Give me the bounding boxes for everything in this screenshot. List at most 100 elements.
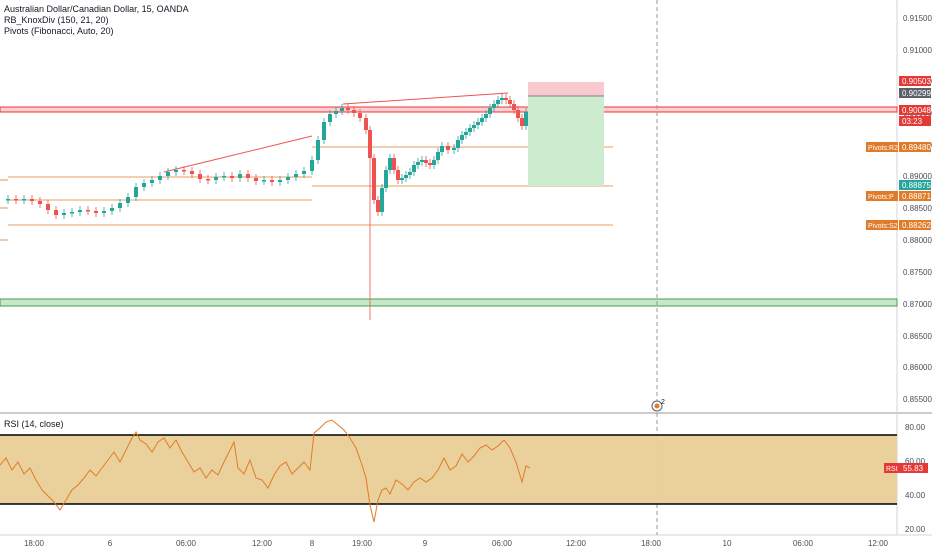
rsi-legend[interactable]: RSI (14, close) [4, 419, 64, 429]
candle-body [396, 170, 400, 180]
candle-body [368, 130, 372, 158]
time-tick-label: 12:00 [566, 539, 587, 548]
price-tick-label: 0.89000 [903, 172, 932, 181]
divergence-line-2 [342, 92, 509, 105]
time-tick-label: 19:00 [352, 539, 373, 548]
candle-body [334, 111, 338, 114]
candle-body [54, 210, 58, 215]
price-tick-label: 0.88000 [903, 236, 932, 245]
candle-body [424, 160, 428, 163]
candle-body [496, 100, 500, 104]
price-tag-value: 0.90299 [902, 89, 931, 98]
candle-body [464, 132, 468, 135]
candle-body [62, 213, 66, 215]
pivot-lines [0, 146, 613, 241]
symbol-title[interactable]: Australian Dollar/Canadian Dollar, 15, O… [4, 4, 189, 14]
candle-body [380, 188, 384, 212]
indicator-knoxdiv-label[interactable]: RB_KnoxDiv (150, 21, 20) [4, 15, 109, 25]
candle-body [14, 199, 18, 201]
candle-body [102, 211, 106, 213]
candle-body [286, 177, 290, 180]
candle-body [488, 108, 492, 114]
candle-body [166, 172, 170, 176]
candle-body [520, 118, 524, 126]
candle-body [6, 199, 10, 201]
candle-body [452, 148, 456, 150]
candle-body [174, 170, 178, 172]
indicator-pivots-label[interactable]: Pivots (Fibonacci, Auto, 20) [4, 26, 114, 36]
time-tick-label: 18:00 [24, 539, 45, 548]
candle-body [86, 210, 90, 212]
candle-body [278, 180, 282, 182]
time-tick-label: 12:00 [252, 539, 273, 548]
candle-body [376, 200, 380, 212]
time-axis[interactable]: 18:00 6 06:00 12:00 8 19:00 9 06:00 12:00 18:00 10… [24, 539, 889, 548]
candle-body [484, 114, 488, 118]
resistance-zone[interactable] [0, 106, 898, 113]
price-tag-value: 03:23 [902, 117, 923, 126]
price-tag-value: 0.90048 [902, 106, 931, 115]
candle-body [302, 171, 306, 174]
price-tick-label: 0.91000 [903, 46, 932, 55]
rsi-tick-label: 20.00 [905, 525, 926, 534]
candle-body [238, 174, 242, 178]
candle-body [468, 128, 472, 132]
event-marker[interactable]: 2 [651, 399, 665, 412]
candle-body [436, 152, 440, 160]
candle-body [110, 208, 114, 211]
candle-body [440, 146, 444, 152]
candle-body [78, 210, 82, 212]
candle-body [246, 174, 250, 178]
price-tag-value: 0.90503 [902, 77, 931, 86]
time-tick-label: 12:00 [868, 539, 889, 548]
candle-body [404, 175, 408, 178]
price-tick-label: 0.87000 [903, 300, 932, 309]
candle-body [118, 203, 122, 208]
candle-body [46, 204, 50, 210]
candle-body [364, 118, 368, 130]
support-zone[interactable] [0, 298, 898, 307]
candle-body [420, 160, 424, 162]
rsi-line[interactable] [0, 419, 531, 523]
candle-body [150, 180, 154, 183]
candle-body [480, 118, 484, 122]
candle-body [270, 180, 274, 182]
price-tick-label: 0.86500 [903, 332, 932, 341]
rsi-axis[interactable]: 80.00 60.00 40.00 20.00 [905, 423, 926, 534]
price-axis-tags: 0.90503 0.90299 0.90048 03:23 Pivots:R2 0.894… [866, 76, 931, 230]
price-tick-label: 0.88500 [903, 204, 932, 213]
candle-body [294, 174, 298, 177]
time-tick-label: 06:00 [492, 539, 513, 548]
candle-body [400, 178, 404, 180]
candle-body [416, 162, 420, 165]
candle-body [408, 172, 412, 175]
price-tick-label: 0.87500 [903, 268, 932, 277]
candle-body [134, 187, 138, 197]
target-zone [528, 96, 604, 186]
candle-body [254, 178, 258, 181]
candle-body [504, 98, 508, 100]
candle-body [158, 176, 162, 180]
stop-zone [528, 82, 604, 96]
price-tag-label: Pivots:S2 [868, 223, 898, 230]
price-axis[interactable]: 0.915000.910000.905000.900000.895000.890… [903, 14, 932, 404]
candle-body [516, 110, 520, 118]
price-tick-label: 0.86000 [903, 363, 932, 372]
candle-body [508, 100, 512, 104]
candle-body [182, 170, 186, 172]
candlestick-series[interactable] [6, 94, 528, 320]
candle-body [358, 113, 362, 118]
candle-body [198, 174, 202, 179]
price-tag-label: Pivots:P [868, 194, 894, 201]
time-tick-label: 10 [723, 539, 732, 548]
time-tick-label: 9 [423, 539, 428, 548]
candle-body [460, 135, 464, 140]
chart-legend[interactable]: Australian Dollar/Canadian Dollar, 15, O… [4, 4, 189, 37]
price-tag-value: 0.88262 [902, 221, 931, 230]
candle-body [524, 112, 528, 126]
candle-body [412, 165, 416, 172]
price-tag-value: 0.88875 [902, 181, 931, 190]
rsi-tick-label: 40.00 [905, 491, 926, 500]
short-position-tool[interactable] [528, 82, 604, 186]
